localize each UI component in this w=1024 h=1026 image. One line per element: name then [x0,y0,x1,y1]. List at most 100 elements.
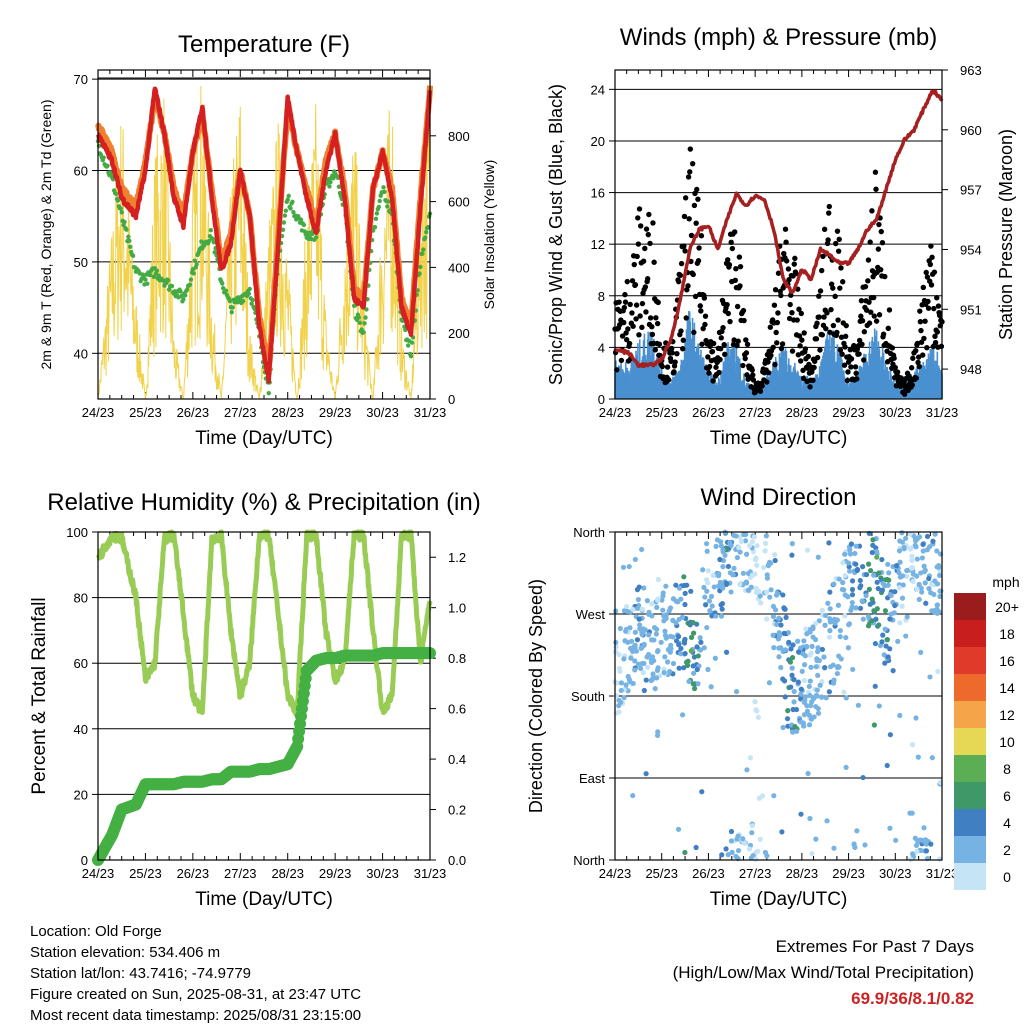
direction-point [840,560,846,566]
direction-point [849,604,855,610]
gust-point [732,229,738,235]
direction-point [682,590,688,596]
direction-point [783,614,789,620]
direction-point [812,637,819,643]
direction-point [705,666,711,673]
legend-swatch [954,647,986,674]
gust-point [775,270,782,276]
direction-point [795,638,801,644]
gust-point [717,345,724,352]
direction-point [790,642,796,648]
gust-point [865,278,871,284]
x-tick-label: 30/23 [879,866,912,881]
direction-point [813,664,819,670]
direction-point [690,619,696,626]
gust-point [728,239,734,246]
gust-point [838,334,845,340]
direction-point [667,668,673,675]
direction-point [918,847,924,854]
direction-point [826,634,833,640]
direction-point [854,828,860,834]
direction-point [641,585,647,591]
dewpoint-point [127,238,132,244]
gust-point [697,303,703,309]
direction-point [874,606,880,612]
direction-point [804,631,810,637]
dewpoint-point [424,229,429,235]
direction-point [639,606,645,612]
dewpoint-point [122,219,127,225]
dewpoint-point [126,234,131,239]
direction-point [755,848,761,854]
direction-point [807,692,813,699]
direction-point [841,689,847,695]
gust-point [774,319,781,326]
direction-point [934,581,941,587]
gust-point [819,332,825,338]
direction-point [795,649,802,655]
direction-point [678,596,684,602]
direction-point [890,668,896,674]
direction-point [764,575,771,581]
gust-point [876,221,882,228]
direction-point [700,567,706,573]
direction-point [648,659,655,665]
direction-point [808,664,814,670]
gust-point [653,315,659,321]
direction-point [684,662,691,669]
direction-point [872,683,878,689]
gust-point [740,362,746,369]
gust-point [865,257,872,263]
direction-point [660,590,666,596]
x-tick-label: 27/23 [224,866,257,881]
y-tick-label-right: 957 [960,183,982,198]
direction-point [879,556,885,563]
direction-point [903,633,909,639]
direction-point [835,602,842,608]
direction-point [782,647,788,653]
direction-point [621,694,627,701]
direction-point [706,598,713,604]
dewpoint-point [356,315,362,320]
direction-point [800,723,807,729]
direction-point [776,633,783,639]
direction-point [764,616,770,622]
direction-point [694,666,700,673]
gust-point [920,284,927,291]
direction-point [819,646,826,653]
y-tick-label: South [571,689,605,704]
gust-point [687,146,694,152]
direction-point [885,654,891,660]
direction-point [896,570,902,576]
gust-point [713,364,719,370]
direction-point [691,654,698,660]
direction-point [811,695,817,701]
y-tick-label: 0 [598,392,605,407]
direction-point [740,836,746,842]
direction-point [743,551,750,557]
gust-point [729,245,736,252]
direction-point [789,672,795,678]
gust-point [816,314,823,320]
gust-point [652,347,658,353]
direction-point [736,544,742,551]
gust-point [889,345,896,351]
direction-point [705,580,711,586]
gust-point [643,309,649,315]
direction-point [624,608,630,615]
gust-point [635,241,642,247]
direction-point [770,632,776,638]
direction-point [849,578,856,584]
created-text: Figure created on Sun, 2025-08-31, at 23… [30,986,362,1003]
direction-point [655,647,661,654]
direction-point [673,582,679,588]
direction-point [719,581,726,587]
y-tick-label: 50 [74,255,88,270]
dewpoint-point [229,309,234,315]
direction-point [842,592,849,598]
gust-point [922,318,928,324]
direction-point [749,830,755,836]
direction-point [634,637,641,643]
gust-point [928,282,935,288]
dewpoint-point [124,227,129,232]
